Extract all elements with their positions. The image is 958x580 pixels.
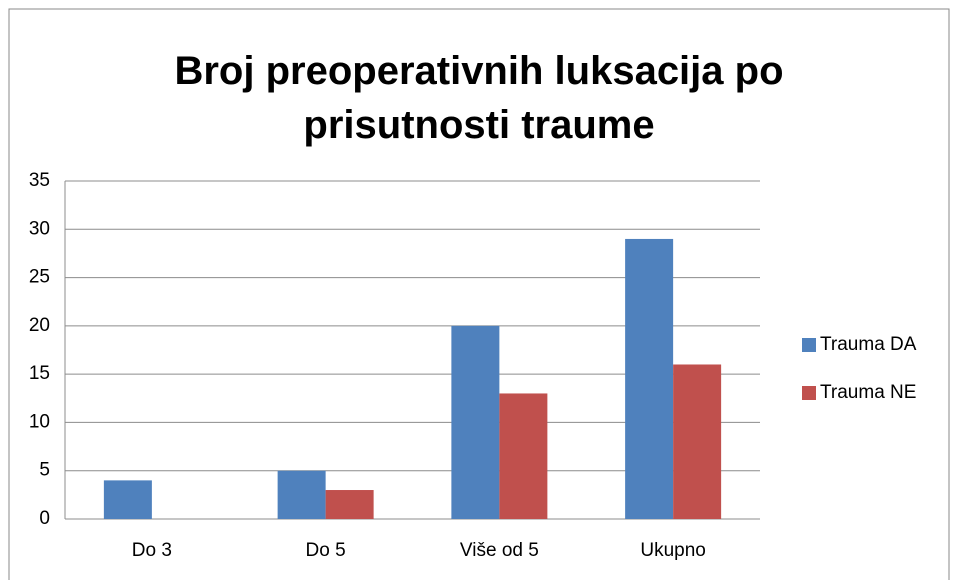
y-tick-label: 5: [39, 460, 50, 481]
legend-swatch: [802, 386, 816, 400]
y-tick-label: 30: [29, 218, 50, 239]
x-tick-label: Do 3: [132, 540, 172, 561]
x-tick-label: Više od 5: [460, 540, 539, 561]
bar: [499, 393, 548, 519]
y-tick-label: 15: [29, 363, 50, 384]
y-tick-label: 25: [29, 267, 50, 288]
bar: [325, 490, 374, 519]
bar: [277, 470, 326, 519]
bar: [103, 480, 152, 519]
legend-label: Trauma DA: [820, 334, 917, 355]
bar: [625, 238, 674, 519]
x-tick-label: Ukupno: [640, 540, 706, 561]
chart-title: Broj preoperativnih luksacija po prisutn…: [174, 49, 784, 147]
bar: [673, 364, 722, 519]
x-tick-label: Do 5: [306, 540, 346, 561]
y-tick-label: 35: [29, 170, 50, 191]
y-tick-label: 10: [29, 411, 50, 432]
bar: [451, 325, 500, 519]
y-tick-label: 20: [29, 315, 50, 336]
legend-swatch: [802, 338, 816, 352]
y-tick-label: 0: [39, 508, 50, 529]
chart-border: [8, 8, 950, 580]
legend-label: Trauma NE: [820, 382, 916, 403]
